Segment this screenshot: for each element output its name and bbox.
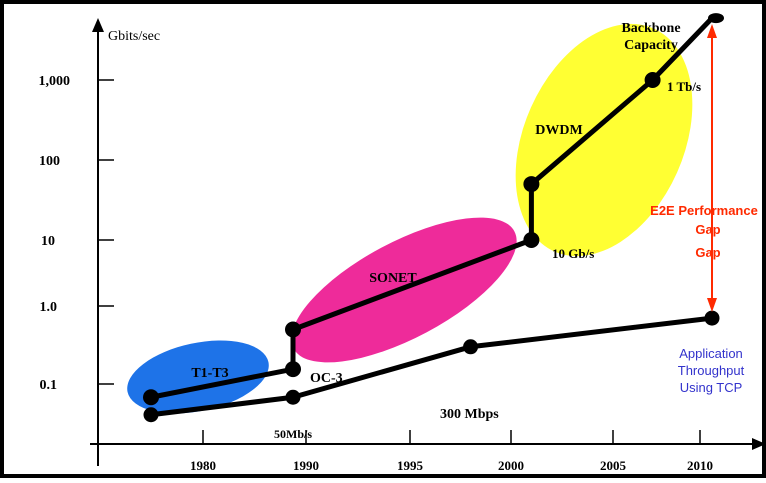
y-tick-label: 100 — [39, 154, 60, 169]
y-unit-label: Gbits/sec — [108, 29, 160, 44]
x-axis-arrow — [752, 438, 766, 450]
data-point — [285, 321, 301, 338]
y-tick-group — [98, 79, 114, 385]
y-tick-label: 1,000 — [39, 74, 71, 89]
y-tick-label: 0.1 — [40, 378, 58, 393]
data-point — [143, 407, 159, 423]
y-tick-label: 10 — [41, 234, 55, 249]
x-tick-label: 2010 — [687, 458, 713, 473]
point-label-50mbs: 50Mb/s — [274, 427, 312, 441]
point-label-10gbs: 10 Gb/s — [552, 246, 594, 261]
point-label-1tbs: 1 Tb/s — [667, 79, 701, 94]
backbone-label-line1: Backbone — [621, 21, 680, 36]
region-label-dwdm: DWDM — [535, 123, 582, 138]
y-tick-label: 1.0 — [40, 300, 58, 315]
x-tick-label: 2005 — [600, 458, 627, 473]
data-point — [143, 389, 159, 406]
gap-arrow-head-top — [707, 24, 717, 38]
gap-label-line2: Gap — [695, 222, 720, 237]
x-tick-label: 1995 — [397, 458, 424, 473]
backbone-label-line2: Capacity — [624, 38, 678, 53]
data-point — [285, 361, 301, 378]
gap-label-line3: Gap — [695, 245, 720, 260]
data-point — [285, 389, 301, 405]
x-tick-label: 1990 — [293, 458, 319, 473]
region-label-t1-t3: T1-T3 — [191, 366, 228, 381]
data-point — [463, 339, 479, 355]
app-label-line2: Throughput — [678, 363, 745, 378]
data-point — [704, 310, 720, 326]
y-axis-arrow — [92, 18, 104, 32]
data-point — [523, 176, 540, 193]
app-label-line1: Application — [679, 346, 743, 361]
region-label-sonet: SONET — [369, 271, 417, 286]
data-point — [644, 72, 661, 88]
point-label-300mbps: 300 Mbps — [440, 407, 499, 422]
point-label-oc3: OC-3 — [310, 371, 343, 386]
series-layer — [143, 13, 724, 423]
series-line-1 — [150, 315, 713, 418]
x-tick-label: 2000 — [498, 458, 524, 473]
data-point — [523, 232, 540, 248]
app-label-line3: Using TCP — [680, 380, 743, 395]
gap-arrow-head-bottom — [707, 298, 717, 312]
x-tick-group — [202, 430, 701, 444]
gap-label-line1: E2E Performance — [650, 203, 758, 218]
data-point — [708, 13, 724, 24]
x-tick-label: 1980 — [190, 458, 216, 473]
